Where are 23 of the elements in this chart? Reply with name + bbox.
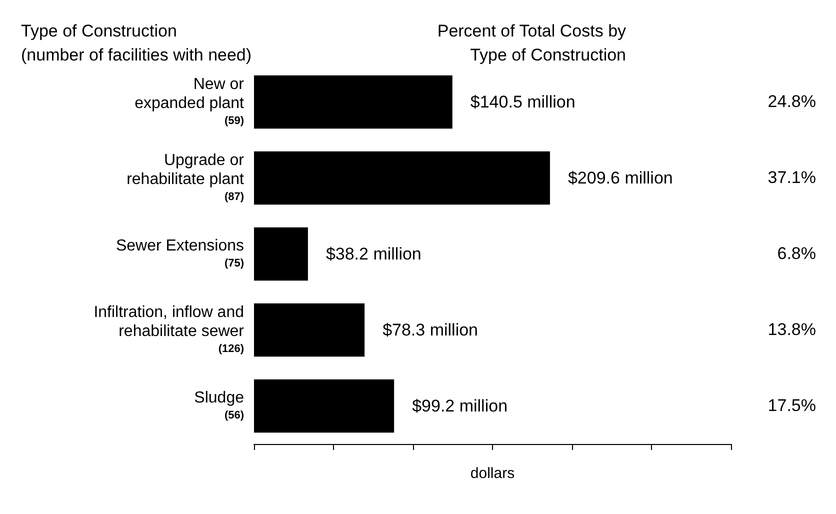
text: 13.8% <box>768 320 816 339</box>
data-label: $78.3 million <box>382 320 478 340</box>
chart-title: Type of Construction (number of facilities with need) <box>21 22 252 64</box>
bar <box>254 151 550 205</box>
y-tick-label: New or expanded plant (59) <box>134 76 245 127</box>
text: 6.8% <box>777 244 816 263</box>
chart-subtitle: Percent of Total Costs by Type of Construction <box>437 22 627 64</box>
bar <box>254 303 365 357</box>
y-tick-label: Upgrade or rehabilitate plant (87) <box>126 152 245 203</box>
data-label: $99.2 million <box>412 396 508 416</box>
x-axis-title: dollars <box>470 465 515 482</box>
bar <box>254 379 394 433</box>
text: 24.8% <box>768 92 816 111</box>
y-tick-label: Sewer Extensions (75) <box>116 238 244 270</box>
data-label: $140.5 million <box>470 92 576 112</box>
data-label: $38.2 million <box>326 244 422 264</box>
y-tick-label: Infiltration, inflow and rehabilitate sewer (126) <box>94 304 245 355</box>
data-label: $209.6 million <box>568 168 673 188</box>
text: 37.1% <box>768 168 816 187</box>
bar <box>254 227 308 281</box>
y-tick-label: Sludge (56) <box>194 390 244 422</box>
text: 17.5% <box>768 396 816 415</box>
bar <box>254 75 452 129</box>
